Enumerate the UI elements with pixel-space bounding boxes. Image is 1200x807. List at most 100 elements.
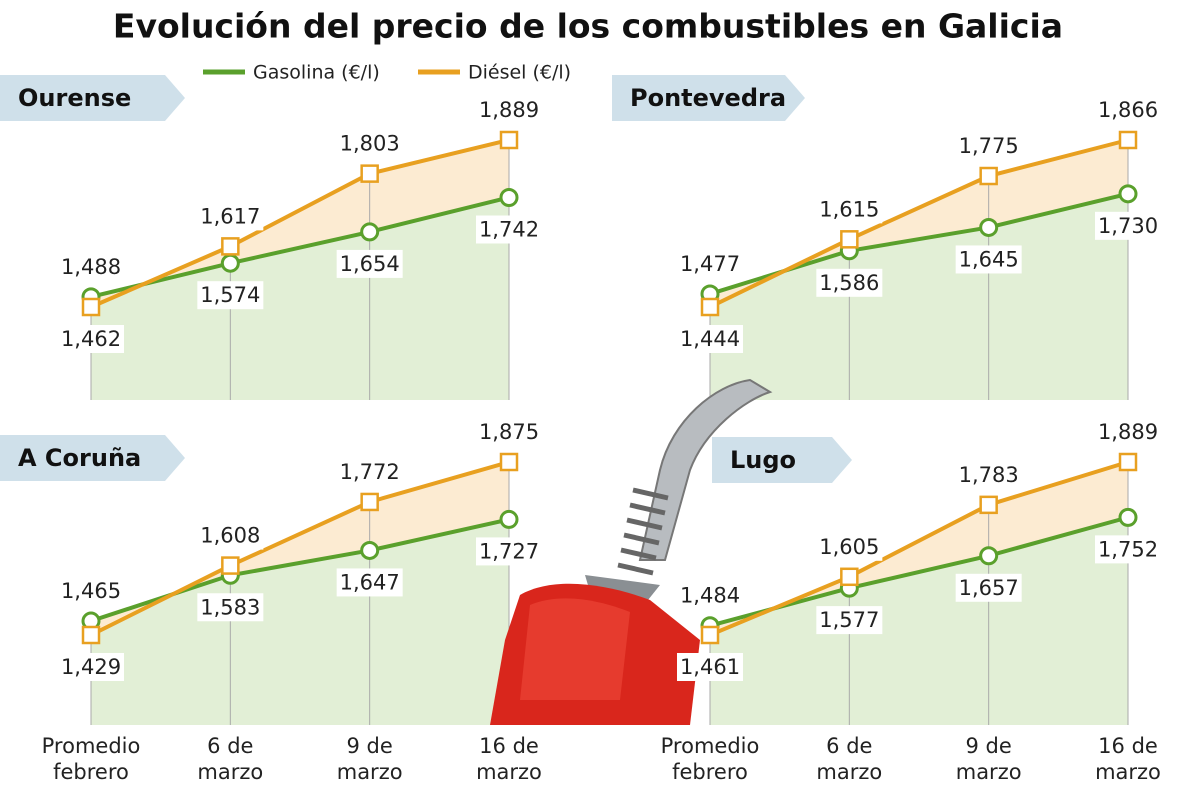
value-label: 1,783 [959, 463, 1019, 487]
value-label: 1,752 [1098, 537, 1158, 561]
value-label: 1,617 [200, 204, 260, 228]
label-bg [816, 195, 883, 224]
legend-label: Diésel (€/l) [468, 62, 571, 84]
region-title: A Coruña [18, 444, 141, 472]
region-title: Pontevedra [630, 84, 786, 112]
label-bg [816, 532, 883, 561]
value-label: 1,605 [819, 535, 879, 559]
panels [0, 75, 1129, 725]
line [90, 195, 510, 299]
marker [700, 297, 720, 317]
value-label: 1,730 [1098, 214, 1158, 238]
value-label: 1,577 [819, 608, 879, 632]
marker [979, 546, 999, 566]
legend: Gasolina (€/l) Diésel (€/l) [203, 62, 571, 84]
marker [979, 217, 999, 237]
x-tick-label: 16 de marzo [1095, 734, 1161, 784]
label-bg [1095, 96, 1161, 124]
marker [220, 253, 240, 273]
label-bg [58, 325, 124, 353]
chart-title: Evolución del precio de los combustibles… [113, 7, 1063, 46]
band [91, 140, 509, 307]
label-bg [955, 573, 1022, 602]
marker [499, 187, 519, 207]
label-bg [816, 268, 883, 297]
label-bg [336, 249, 403, 278]
region-tag [0, 435, 185, 481]
label-bg [476, 215, 542, 244]
label-bg [677, 653, 743, 681]
label-bg [336, 457, 403, 486]
value-label: 1,645 [959, 247, 1019, 271]
value-label: 1,647 [340, 570, 400, 594]
band [710, 140, 1128, 307]
value-label: 1,657 [959, 576, 1019, 600]
label-bg [476, 537, 542, 566]
area [710, 193, 1128, 400]
legend-label: Gasolina (€/l) [253, 62, 380, 84]
x-tick-label: 6 de marzo [197, 734, 264, 784]
label-bg [197, 521, 264, 550]
value-label: 1,477 [680, 252, 740, 276]
x-tick-label: Promedio febrero [41, 734, 141, 784]
marker [979, 166, 998, 186]
label-bg [197, 281, 264, 310]
plots: Ourense 1,488 1,574 1,654 1,742 1,462 1,617 1,8… [18, 84, 1161, 681]
marker [221, 237, 240, 256]
value-label: 1,586 [819, 271, 879, 295]
value-label: 1,875 [479, 420, 539, 444]
marker [1118, 130, 1138, 150]
value-label: 1,889 [1098, 420, 1158, 444]
value-label: 1,462 [61, 327, 121, 351]
value-label: 1,866 [1098, 98, 1158, 122]
fuel-nozzle-illustration [490, 378, 773, 725]
region-tag [612, 75, 805, 121]
region-tag [0, 75, 185, 121]
marker [221, 556, 240, 575]
value-label: 1,727 [479, 539, 539, 563]
label-bg [1095, 211, 1161, 240]
marker [360, 164, 379, 183]
label-bg [955, 245, 1022, 274]
area [91, 519, 509, 725]
value-label: 1,444 [680, 327, 740, 351]
marker [1118, 184, 1138, 204]
marker [81, 625, 101, 645]
x-tick-label: Promedio febrero [660, 734, 760, 784]
label-bg [58, 653, 124, 681]
value-label: 1,583 [200, 595, 260, 619]
marker [840, 567, 859, 587]
marker [360, 492, 379, 512]
region-title: Ourense [18, 84, 131, 112]
label-bg [955, 460, 1022, 489]
value-label: 1,461 [680, 655, 740, 679]
value-label: 1,429 [61, 655, 121, 679]
value-label: 1,654 [340, 252, 400, 276]
label-bg [1095, 418, 1161, 446]
label-bg [677, 325, 743, 353]
area [91, 197, 509, 400]
label-bg [58, 577, 124, 606]
value-label: 1,465 [61, 579, 121, 603]
value-label: 1,889 [479, 98, 539, 122]
label-bg [336, 129, 403, 158]
marker [81, 297, 101, 317]
value-label: 1,775 [959, 134, 1019, 158]
band [91, 462, 509, 635]
x-tick-label: 16 de marzo [476, 734, 542, 784]
marker [360, 540, 380, 560]
line [709, 460, 1129, 637]
marker [840, 230, 859, 249]
value-label: 1,484 [680, 584, 740, 608]
line [90, 138, 510, 309]
label-bg [197, 202, 264, 231]
region-title: Lugo [730, 446, 796, 474]
marker [1118, 507, 1138, 527]
marker [700, 625, 720, 645]
area [710, 517, 1128, 725]
value-label: 1,803 [340, 132, 400, 156]
value-label: 1,488 [61, 255, 121, 279]
label-bg [476, 96, 542, 124]
